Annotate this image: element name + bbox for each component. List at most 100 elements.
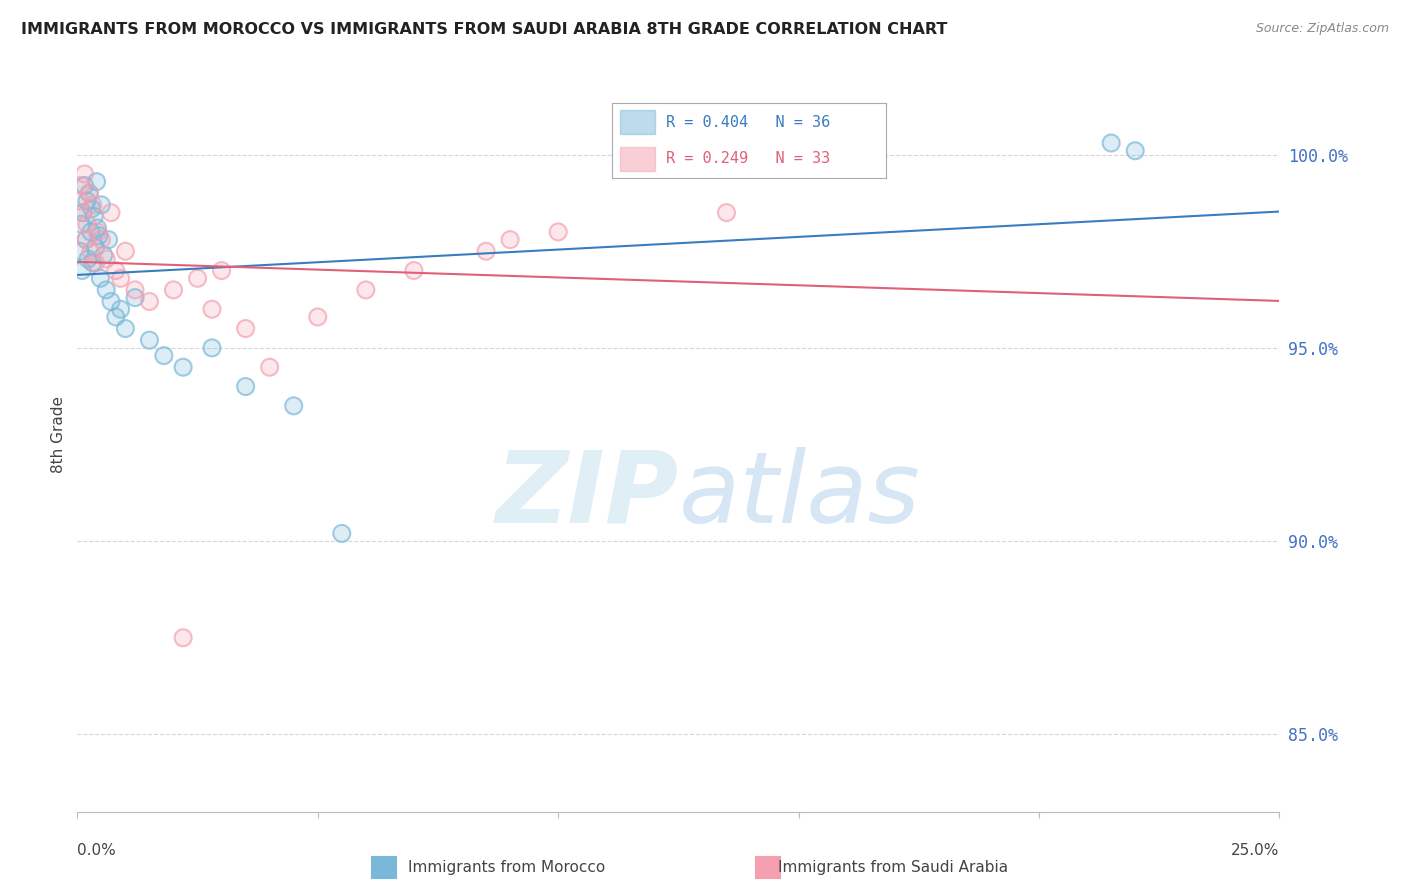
- Point: [104, 310, 127, 324]
- Point: [354, 283, 377, 297]
- Point: [77, 252, 100, 266]
- Point: [201, 302, 224, 317]
- Point: [187, 271, 209, 285]
- Point: [70, 205, 93, 219]
- Point: [283, 399, 305, 413]
- Point: [114, 321, 136, 335]
- Point: [307, 310, 329, 324]
- Point: [153, 349, 176, 363]
- Point: [547, 225, 569, 239]
- Point: [172, 360, 194, 375]
- Point: [402, 263, 425, 277]
- Point: [100, 294, 122, 309]
- Point: [83, 210, 105, 224]
- Point: [354, 283, 377, 297]
- Point: [110, 302, 132, 317]
- Point: [162, 283, 184, 297]
- Point: [138, 294, 160, 309]
- Point: [110, 271, 132, 285]
- Point: [69, 194, 91, 208]
- Point: [211, 263, 233, 277]
- Point: [84, 256, 107, 270]
- Point: [75, 233, 97, 247]
- Point: [187, 271, 209, 285]
- Text: R = 0.404   N = 36: R = 0.404 N = 36: [666, 115, 831, 130]
- Text: Immigrants from Saudi Arabia: Immigrants from Saudi Arabia: [778, 860, 1008, 874]
- Point: [259, 360, 281, 375]
- Text: Immigrants from Morocco: Immigrants from Morocco: [408, 860, 605, 874]
- Point: [83, 210, 105, 224]
- Point: [96, 283, 118, 297]
- Point: [104, 263, 127, 277]
- Point: [110, 302, 132, 317]
- Point: [307, 310, 329, 324]
- Point: [104, 263, 127, 277]
- Point: [499, 233, 522, 247]
- Point: [80, 244, 103, 259]
- Point: [73, 167, 96, 181]
- Point: [76, 194, 98, 208]
- Point: [172, 360, 194, 375]
- Point: [70, 263, 93, 277]
- Point: [201, 341, 224, 355]
- Point: [475, 244, 498, 259]
- Point: [80, 244, 103, 259]
- Point: [93, 248, 115, 262]
- Point: [75, 233, 97, 247]
- Point: [79, 186, 101, 201]
- Point: [124, 283, 146, 297]
- Point: [70, 178, 93, 193]
- Point: [75, 233, 97, 247]
- Text: R = 0.249   N = 33: R = 0.249 N = 33: [666, 151, 831, 166]
- Text: ZIP: ZIP: [495, 447, 679, 543]
- Point: [84, 240, 107, 254]
- Point: [547, 225, 569, 239]
- Point: [76, 194, 98, 208]
- Point: [79, 186, 101, 201]
- Point: [235, 379, 257, 393]
- Point: [82, 198, 104, 212]
- Point: [73, 167, 96, 181]
- Point: [1123, 144, 1146, 158]
- Point: [124, 283, 146, 297]
- Point: [75, 233, 97, 247]
- Point: [87, 228, 110, 243]
- Point: [201, 341, 224, 355]
- Point: [211, 263, 233, 277]
- Point: [80, 225, 103, 239]
- Point: [153, 349, 176, 363]
- Point: [330, 526, 353, 541]
- Point: [104, 310, 127, 324]
- Point: [138, 294, 160, 309]
- Point: [162, 283, 184, 297]
- Point: [87, 228, 110, 243]
- Point: [69, 244, 91, 259]
- Point: [82, 256, 104, 270]
- Point: [86, 175, 108, 189]
- Point: [201, 302, 224, 317]
- Bar: [620, 111, 655, 135]
- Point: [73, 178, 96, 193]
- Point: [124, 291, 146, 305]
- Point: [138, 333, 160, 347]
- Point: [70, 178, 93, 193]
- Point: [89, 271, 111, 285]
- Point: [84, 256, 107, 270]
- Point: [86, 225, 108, 239]
- Point: [475, 244, 498, 259]
- Point: [70, 205, 93, 219]
- Text: atlas: atlas: [679, 447, 920, 543]
- Point: [86, 221, 108, 235]
- Point: [124, 291, 146, 305]
- Point: [499, 233, 522, 247]
- Point: [716, 205, 738, 219]
- Point: [80, 202, 103, 216]
- Point: [259, 360, 281, 375]
- Point: [80, 225, 103, 239]
- Point: [172, 631, 194, 645]
- Text: 25.0%: 25.0%: [1232, 843, 1279, 858]
- Point: [110, 271, 132, 285]
- Point: [100, 205, 122, 219]
- Point: [69, 194, 91, 208]
- Point: [93, 248, 115, 262]
